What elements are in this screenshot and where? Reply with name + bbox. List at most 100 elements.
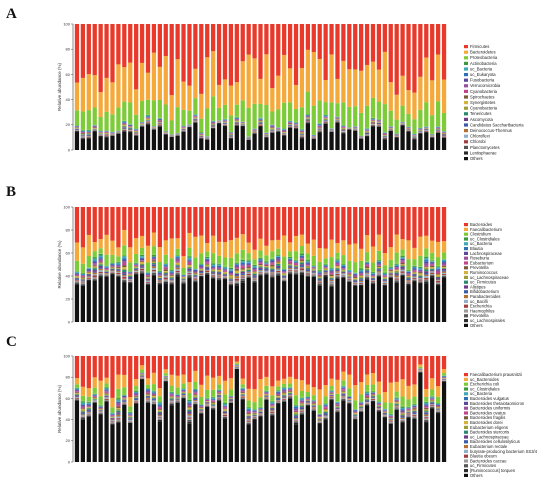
bar-segment [324,120,328,121]
bar-segment [312,401,316,402]
bar-segment [235,120,239,121]
bar-segment [181,131,185,132]
bar-segment [389,207,393,247]
bar-segment [276,386,280,389]
bar-segment [146,391,150,392]
bar-segment [152,395,156,396]
bar-segment [134,379,138,386]
bar-segment [205,57,209,108]
bar-segment [258,124,262,125]
bar-segment [122,124,126,125]
bar-segment [187,399,191,400]
bar-segment [276,393,280,394]
bar-segment [395,405,399,406]
bar-segment [341,125,345,126]
bar-segment [75,395,79,396]
bar-segment [187,402,191,403]
legend-swatch [464,383,468,386]
bar-segment [193,275,197,276]
bar-segment [211,269,215,270]
bar-segment [146,278,150,279]
bar-segment [300,391,304,397]
bar-segment [93,273,97,275]
bar-segment [99,263,103,264]
bar-segment [371,263,375,272]
bar-segment [128,417,132,418]
bar-segment [341,255,345,263]
bar-segment [389,420,393,421]
bar-segment [294,264,298,265]
panel-letter: B [6,184,16,200]
bar-segment [187,356,191,382]
bar-segment [193,120,197,121]
bar-segment [116,107,120,130]
bar-segment [335,408,339,409]
bar-segment [241,393,245,394]
bar-segment [223,279,227,280]
bar-segment [134,269,138,270]
bar-segment [294,275,298,322]
bar-segment [93,265,97,266]
bar-segment [318,419,322,420]
bar-segment [335,273,339,274]
bar-segment [377,24,381,70]
bar-segment [93,251,97,256]
bar-segment [371,123,375,124]
bar-segment [241,384,245,387]
bar-segment [383,265,387,272]
bar-segment [158,403,162,405]
bar-segment [181,282,185,283]
bar-segment [418,207,422,237]
bar-segment [312,207,316,240]
bar-segment [371,247,375,263]
bar-segment [258,416,262,417]
bar-segment [87,406,91,407]
bar-segment [353,400,357,408]
legend-swatch [464,84,468,87]
bar-segment [252,418,256,419]
bar-segment [270,128,274,129]
bar-segment [235,283,239,284]
bar-segment [377,402,381,403]
bar-segment [294,412,298,413]
bar-segment [81,406,85,407]
bar-segment [146,385,150,388]
bar-segment [146,114,150,115]
bar-segment [205,259,209,260]
bar-segment [353,281,357,282]
bar-segment [158,272,162,273]
bar-segment [442,24,446,80]
bar-segment [264,394,268,395]
bar-segment [377,269,381,270]
bar-segment [359,412,363,462]
bar-segment [170,400,174,401]
bar-segment [258,268,262,269]
bar-segment [217,123,221,150]
bar-segment [294,416,298,417]
bar-segment [341,264,345,265]
bar-segment [211,125,215,126]
bar-segment [389,269,393,270]
bar-segment [389,247,393,260]
bar-segment [270,133,274,150]
bar-segment [217,267,221,268]
bar-segment [158,276,162,277]
bar-segment [300,270,304,272]
bar-segment [264,246,268,256]
bar-segment [359,278,363,279]
bar-segment [87,276,91,277]
bar-segment [347,356,351,375]
bar-segment [329,267,333,269]
bar-segment [211,126,215,127]
legend-swatch [464,101,468,104]
bar-segment [93,256,97,257]
bar-segment [87,274,91,275]
bar-segment [193,119,197,120]
bar-segment [442,113,446,131]
bar-segment [371,373,375,384]
bar-segment [406,282,410,283]
bar-segment [270,356,274,386]
bar-segment [412,404,416,405]
bar-segment [217,396,221,397]
